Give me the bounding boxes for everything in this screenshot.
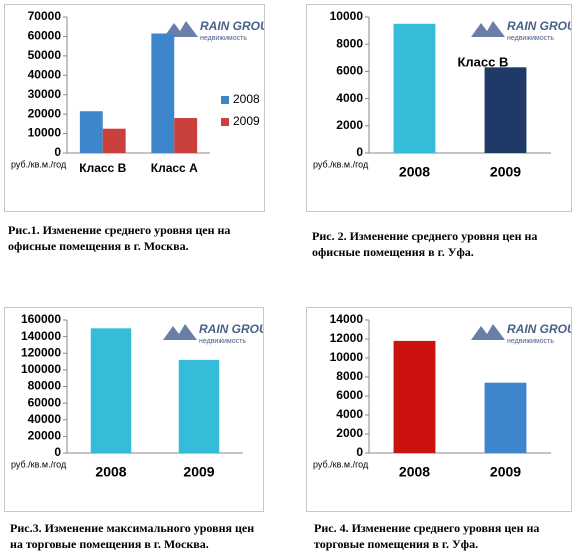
x-tick-label: 2009 <box>490 164 521 180</box>
y-axis-label: руб./кв.м./год <box>11 459 67 469</box>
caption: Рис.3. Изменение максимального уровня це… <box>10 521 255 551</box>
y-tick-label: 4000 <box>336 91 363 105</box>
logo-icon <box>164 21 198 37</box>
legend-swatch <box>221 118 229 126</box>
bar <box>79 111 103 153</box>
y-tick-label: 8000 <box>336 36 363 50</box>
logo-sub: недвижимость <box>507 338 554 345</box>
logo-name: RAIN GROUP <box>507 19 572 33</box>
x-tick-label: Класс A <box>151 161 198 175</box>
y-tick-label: 20000 <box>28 106 62 120</box>
y-tick-label: 100000 <box>21 362 61 376</box>
logo-icon <box>163 324 197 340</box>
y-tick-label: 0 <box>54 145 61 159</box>
y-tick-label: 140000 <box>21 329 61 343</box>
logo-name: RAIN GROUP <box>200 19 265 33</box>
x-tick-label: 2008 <box>95 464 126 480</box>
y-tick-label: 160000 <box>21 312 61 326</box>
annotation: Класс B <box>457 54 508 69</box>
bar <box>393 340 436 453</box>
logo-name: RAIN GROUP <box>199 322 264 336</box>
bar <box>484 67 527 153</box>
y-tick-label: 12000 <box>330 331 364 345</box>
y-tick-label: 8000 <box>336 369 363 383</box>
y-tick-label: 14000 <box>330 312 364 326</box>
x-tick-label: 2009 <box>183 464 214 480</box>
y-tick-label: 80000 <box>28 379 62 393</box>
y-tick-label: 120000 <box>21 345 61 359</box>
y-tick-label: 40000 <box>28 412 62 426</box>
x-tick-label: 2009 <box>490 464 521 480</box>
bar <box>178 359 220 453</box>
y-axis-label: руб./кв.м./год <box>313 159 369 169</box>
y-axis-label: руб./кв.м./год <box>11 159 67 169</box>
y-tick-label: 10000 <box>330 350 364 364</box>
y-tick-label: 4000 <box>336 407 363 421</box>
x-tick-label: 2008 <box>399 164 430 180</box>
caption: Рис. 2. Изменение среднего уровня цен на… <box>312 229 538 259</box>
chart: 0 2000 4000 6000 8000 10000 RAIN GROUP недвижим… <box>306 4 572 212</box>
y-tick-label: 0 <box>54 445 61 459</box>
logo-sub: недвижимость <box>507 35 554 42</box>
y-tick-label: 10000 <box>330 9 364 23</box>
y-tick-label: 60000 <box>28 395 62 409</box>
y-tick-label: 0 <box>356 445 363 459</box>
caption: Рис. 4. Изменение среднего уровня цен на… <box>314 521 540 551</box>
logo-icon <box>471 324 505 340</box>
y-tick-label: 0 <box>356 145 363 159</box>
logo-name: RAIN GROUP <box>507 322 572 336</box>
logo-sub: недвижимость <box>200 35 247 42</box>
y-tick-label: 6000 <box>336 64 363 78</box>
logo-sub: недвижимость <box>199 338 246 345</box>
y-tick-label: 70000 <box>28 9 62 23</box>
bar <box>484 382 527 453</box>
x-tick-label: Класс B <box>79 161 126 175</box>
y-tick-label: 2000 <box>336 118 363 132</box>
x-tick-label: 2008 <box>399 464 430 480</box>
y-tick-label: 60000 <box>28 29 62 43</box>
y-tick-label: 30000 <box>28 87 62 101</box>
y-tick-label: 20000 <box>28 429 62 443</box>
bar <box>174 118 198 153</box>
legend-label: 2008 <box>233 92 260 106</box>
chart: 0 2000 4000 6000 8000 10000 12000 14000 RAIN GRO… <box>306 307 572 512</box>
bar <box>151 33 175 154</box>
y-tick-label: 10000 <box>28 126 62 140</box>
bar <box>90 328 132 453</box>
chart: 0 20000 40000 60000 80000 100000 120000 140000 1… <box>4 307 264 512</box>
logo-icon <box>471 21 505 37</box>
chart: 0 10000 20000 30000 40000 50000 60000 70000 RAIN… <box>4 4 265 212</box>
y-tick-label: 2000 <box>336 426 363 440</box>
y-tick-label: 6000 <box>336 388 363 402</box>
bar <box>102 128 126 153</box>
caption: Рис.1. Изменение среднего уровня цен на … <box>8 223 231 253</box>
y-tick-label: 40000 <box>28 67 62 81</box>
legend-label: 2009 <box>233 114 260 128</box>
legend-swatch <box>221 96 229 104</box>
y-axis-label: руб./кв.м./год <box>313 459 369 469</box>
y-tick-label: 50000 <box>28 48 62 62</box>
bar <box>393 23 436 153</box>
